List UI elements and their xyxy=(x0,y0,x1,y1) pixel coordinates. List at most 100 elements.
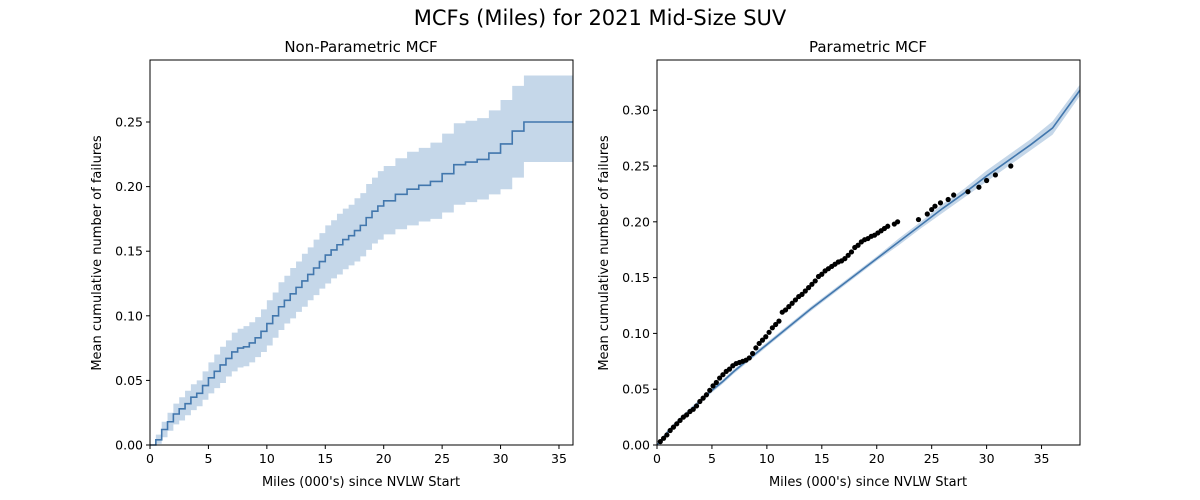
data-point xyxy=(845,252,851,258)
data-point xyxy=(1008,163,1014,169)
data-point xyxy=(855,242,861,248)
data-point xyxy=(670,424,677,430)
plot-area-frame xyxy=(656,59,1081,446)
y-tick-label: 0.00 xyxy=(115,438,143,453)
data-point xyxy=(848,249,855,255)
data-point xyxy=(707,387,713,393)
data-point xyxy=(915,216,922,223)
data-point xyxy=(792,297,799,303)
data-point xyxy=(667,427,673,434)
data-point xyxy=(746,355,752,361)
data-point xyxy=(965,189,971,195)
data-point xyxy=(945,196,951,203)
data-point xyxy=(769,325,775,331)
panel-title: Parametric MCF xyxy=(809,38,927,56)
x-tick-label: 5 xyxy=(708,451,716,466)
data-point xyxy=(885,223,891,229)
x-tick-label: 20 xyxy=(376,451,392,466)
x-tick-label: 10 xyxy=(759,451,775,466)
data-point xyxy=(984,177,990,184)
data-point xyxy=(976,184,982,190)
figure-title: MCFs (Miles) for 2021 Mid-Size SUV xyxy=(414,6,787,30)
data-point xyxy=(700,395,706,401)
data-point xyxy=(819,271,825,277)
x-axis-label: Miles (000's) since NVLW Start xyxy=(262,475,460,490)
data-point xyxy=(674,421,680,427)
x-tick-label: 0 xyxy=(653,451,661,466)
data-point xyxy=(799,291,805,297)
data-point xyxy=(992,172,999,178)
data-point xyxy=(657,439,663,445)
y-tick-label: 0.25 xyxy=(622,159,650,174)
data-point xyxy=(660,435,667,441)
non-parametric-mcf-panel: Non-Parametric MCF 0 5 10 15 20 25 30 35 0.00 0.0… xyxy=(90,38,574,490)
data-point xyxy=(842,256,848,262)
x-tick-label: 5 xyxy=(204,451,212,466)
data-point xyxy=(802,288,808,294)
fitted-mcf-line xyxy=(656,89,1081,446)
x-tick-label: 30 xyxy=(979,451,995,466)
data-point xyxy=(924,211,930,217)
x-tick-label: 15 xyxy=(814,451,830,466)
data-point xyxy=(937,200,944,206)
data-point xyxy=(703,392,710,398)
y-tick-label: 0.10 xyxy=(115,308,143,323)
y-tick-label: 0.15 xyxy=(622,270,650,285)
data-point xyxy=(951,192,957,198)
data-point xyxy=(693,403,700,409)
y-tick-label: 0.15 xyxy=(115,244,143,259)
x-tick-label: 20 xyxy=(869,451,885,466)
x-tick-label: 25 xyxy=(924,451,940,466)
data-point xyxy=(929,206,935,213)
y-tick-label: 0.05 xyxy=(622,382,650,397)
data-point xyxy=(749,350,756,357)
x-tick-label: 35 xyxy=(1034,451,1050,466)
data-point xyxy=(932,203,938,209)
data-point xyxy=(677,417,683,424)
x-tick-label: 25 xyxy=(434,451,450,466)
y-tick-label: 0.25 xyxy=(115,115,143,130)
data-point xyxy=(753,345,759,351)
y-axis-label: Mean cumulative number of failures xyxy=(597,135,612,371)
data-point xyxy=(806,285,812,291)
data-point xyxy=(763,334,769,340)
data-point xyxy=(782,307,789,313)
mcf-step-line xyxy=(150,121,573,446)
confidence-band xyxy=(150,75,573,445)
data-point xyxy=(895,219,901,225)
y-tick-label: 0.30 xyxy=(622,103,650,118)
data-point xyxy=(759,337,766,343)
y-tick-label: 0.05 xyxy=(115,373,143,388)
plot-area-frame xyxy=(149,59,574,446)
x-tick-label: 15 xyxy=(317,451,333,466)
data-point xyxy=(789,300,795,306)
data-point xyxy=(713,379,719,386)
data-point xyxy=(726,366,733,372)
x-tick-label: 0 xyxy=(146,451,154,466)
y-tick-label: 0.20 xyxy=(115,179,143,194)
data-point xyxy=(766,329,772,335)
y-tick-label: 0.10 xyxy=(622,326,650,341)
y-axis-label: Mean cumulative number of failures xyxy=(90,135,105,371)
data-point xyxy=(717,375,723,381)
y-tick-label: 0.00 xyxy=(622,438,650,453)
data-point xyxy=(697,398,703,405)
x-tick-label: 30 xyxy=(493,451,509,466)
data-point xyxy=(720,372,726,378)
x-tick-label: 10 xyxy=(259,451,275,466)
data-point xyxy=(812,278,818,284)
data-point xyxy=(756,340,762,347)
panel-title: Non-Parametric MCF xyxy=(284,38,437,56)
x-tick-label: 35 xyxy=(551,451,567,466)
data-point xyxy=(786,304,792,310)
data-point xyxy=(710,383,716,389)
x-axis-label: Miles (000's) since NVLW Start xyxy=(769,475,967,490)
data-point xyxy=(664,432,670,438)
y-tick-label: 0.20 xyxy=(622,214,650,229)
data-point xyxy=(684,412,690,418)
data-point xyxy=(773,321,779,328)
data-point xyxy=(809,281,815,287)
data-point xyxy=(690,406,696,412)
parametric-mcf-panel: Parametric MCF 0 5 10 15 20 25 30 35 0.00 0.05 0.1… xyxy=(597,38,1081,490)
